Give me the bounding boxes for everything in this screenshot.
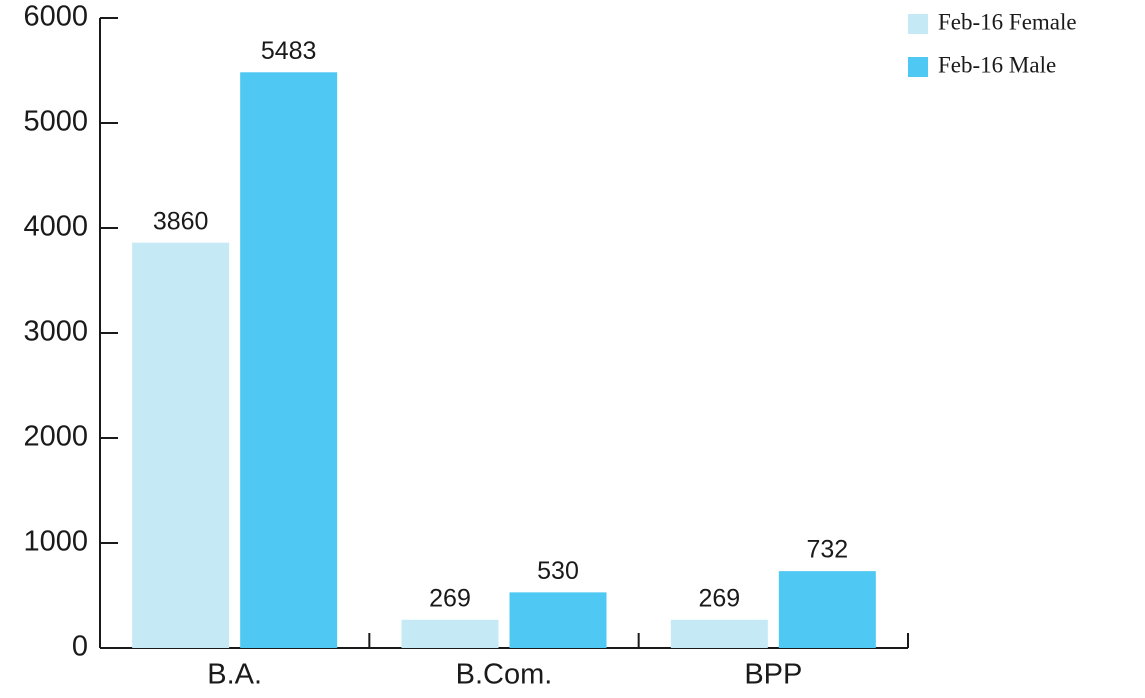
y-tick-label: 4000	[23, 211, 88, 243]
y-tick-label: 0	[72, 631, 88, 663]
legend-label: Feb-16 Male	[938, 52, 1056, 77]
bar	[401, 619, 499, 648]
data-label: 269	[429, 584, 471, 612]
data-label: 269	[698, 584, 740, 612]
legend-label: Feb-16 Female	[938, 9, 1077, 34]
y-tick-label: 2000	[23, 421, 88, 453]
x-tick-label: BPP	[744, 659, 802, 691]
y-tick-label: 1000	[23, 526, 88, 558]
x-tick-label: B.A.	[207, 659, 262, 691]
y-tick-label: 5000	[23, 106, 88, 138]
legend-swatch	[908, 57, 928, 77]
data-label: 732	[806, 536, 848, 564]
x-tick-label: B.Com.	[456, 659, 553, 691]
bar	[509, 592, 607, 648]
data-label: 3860	[153, 207, 209, 235]
y-tick-label: 6000	[23, 1, 88, 33]
data-label: 530	[537, 557, 579, 585]
legend-swatch	[908, 14, 928, 34]
bar	[778, 571, 876, 648]
data-label: 5483	[261, 37, 317, 65]
y-tick-label: 3000	[23, 316, 88, 348]
bar	[240, 72, 338, 648]
bar	[670, 619, 768, 648]
bar	[132, 242, 230, 648]
